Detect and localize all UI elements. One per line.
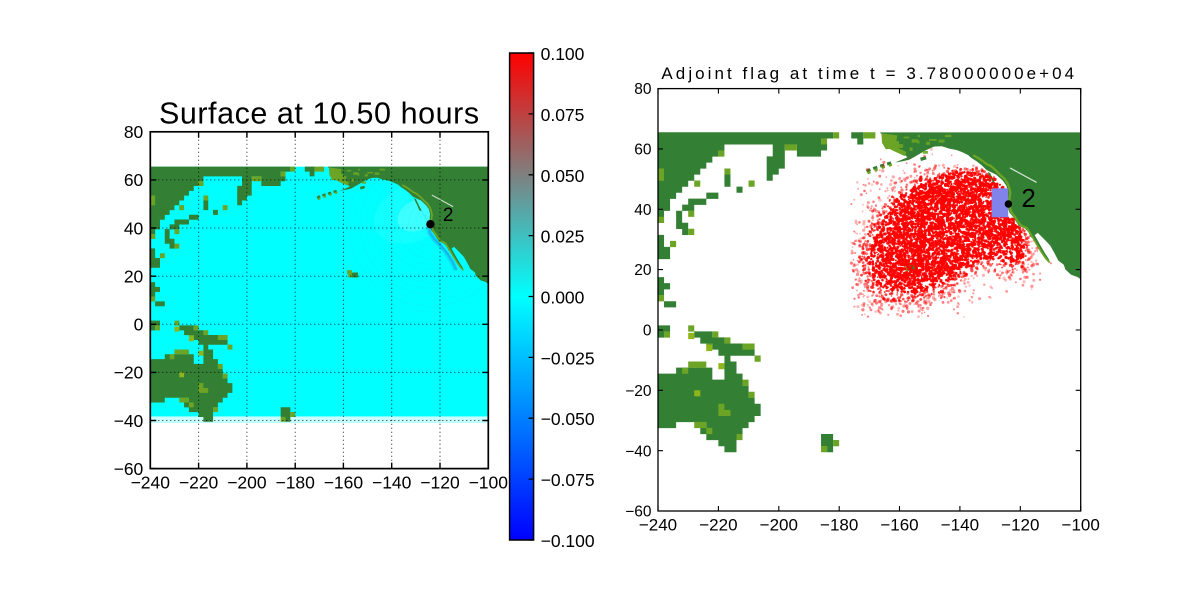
svg-text:0.075: 0.075 bbox=[541, 105, 585, 125]
svg-text:−60: −60 bbox=[114, 459, 144, 479]
svg-text:−0.075: −0.075 bbox=[541, 470, 595, 490]
svg-text:−100: −100 bbox=[469, 473, 509, 493]
svg-text:0: 0 bbox=[134, 315, 144, 335]
svg-text:−0.100: −0.100 bbox=[541, 531, 595, 551]
svg-text:−160: −160 bbox=[324, 473, 364, 493]
svg-text:−0.025: −0.025 bbox=[541, 348, 595, 368]
svg-text:0.025: 0.025 bbox=[541, 227, 585, 247]
svg-text:−120: −120 bbox=[420, 473, 460, 493]
svg-text:0.100: 0.100 bbox=[541, 44, 585, 64]
svg-text:−180: −180 bbox=[275, 473, 315, 493]
svg-text:−140: −140 bbox=[372, 473, 412, 493]
svg-text:0.000: 0.000 bbox=[541, 288, 585, 308]
svg-text:−20: −20 bbox=[114, 363, 144, 383]
svg-text:20: 20 bbox=[124, 267, 144, 287]
svg-text:−0.050: −0.050 bbox=[541, 409, 595, 429]
svg-text:Surface at 10.50 hours: Surface at 10.50 hours bbox=[159, 97, 480, 131]
svg-text:40: 40 bbox=[124, 218, 144, 238]
svg-text:−200: −200 bbox=[227, 473, 267, 493]
svg-text:0.050: 0.050 bbox=[541, 166, 585, 186]
svg-text:−220: −220 bbox=[179, 473, 219, 493]
svg-text:2: 2 bbox=[443, 205, 454, 226]
svg-text:−240: −240 bbox=[131, 473, 171, 493]
svg-text:−40: −40 bbox=[114, 411, 144, 431]
svg-text:60: 60 bbox=[124, 170, 144, 190]
svg-text:80: 80 bbox=[124, 122, 144, 142]
